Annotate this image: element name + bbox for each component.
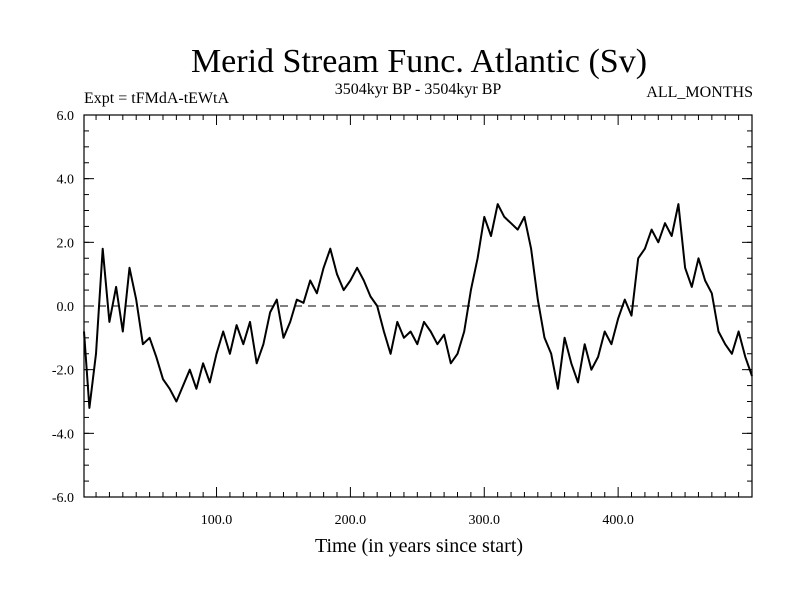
chart-title: Merid Stream Func. Atlantic (Sv) bbox=[191, 43, 647, 80]
x-tick-label: 300.0 bbox=[469, 513, 501, 528]
x-tick-label: 100.0 bbox=[201, 513, 233, 528]
experiment-label: Expt = tFMdA-tEWtA bbox=[84, 90, 229, 107]
y-tick-label: -6.0 bbox=[52, 491, 74, 506]
x-axis: 100.0 200.0 300.0 400.0 bbox=[95, 115, 740, 528]
period-label: 3504kyr BP - 3504kyr BP bbox=[335, 81, 502, 98]
y-tick-label: -2.0 bbox=[52, 364, 74, 379]
y-tick-label: 0.0 bbox=[57, 300, 75, 315]
x-tick-label: 400.0 bbox=[602, 513, 634, 528]
x-tick-label: 200.0 bbox=[335, 513, 367, 528]
series-line bbox=[83, 203, 753, 409]
y-tick-label: 2.0 bbox=[57, 236, 75, 251]
y-axis: -6.0 -4.0 -2.0 0.0 2.0 4.0 6.0 bbox=[52, 109, 752, 506]
y-tick-label: -4.0 bbox=[52, 427, 74, 442]
y-tick-label: 6.0 bbox=[57, 109, 75, 124]
x-axis-label: Time (in years since start) bbox=[315, 535, 523, 557]
months-label: ALL_MONTHS bbox=[646, 84, 753, 101]
y-tick-label: 4.0 bbox=[57, 173, 75, 188]
